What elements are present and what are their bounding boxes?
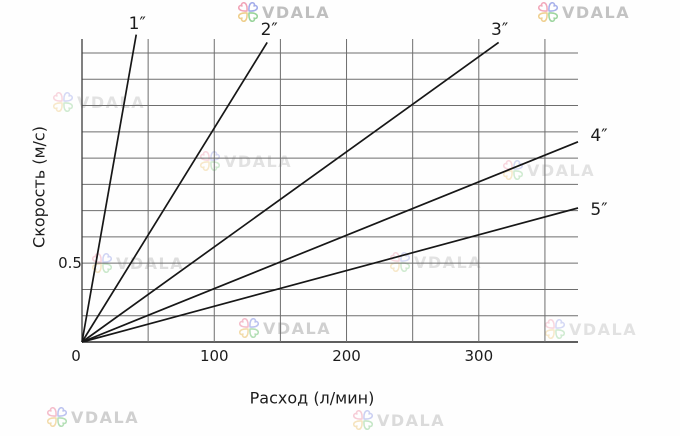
vdala-watermark: VDALA [53, 92, 145, 112]
watermark-text: VDALA [224, 151, 293, 171]
clover-icon [53, 92, 73, 112]
series-label-5-inch: 5″ [590, 200, 608, 220]
watermark-text: VDALA [262, 2, 331, 22]
watermark-text: VDALA [71, 407, 140, 427]
watermark-text: VDALA [569, 319, 638, 339]
watermark-text: VDALA [263, 318, 332, 338]
x-tick-200: 200 [332, 347, 361, 365]
x-tick-300: 300 [464, 347, 494, 365]
clover-icon [538, 2, 558, 22]
clover-icon [47, 407, 67, 427]
watermark-text: VDALA [377, 410, 446, 430]
clover-icon [239, 318, 259, 338]
x-tick-0: 0 [71, 347, 81, 365]
vdala-watermark: VDALA [239, 318, 331, 338]
y-axis-title: Скорость (м/с) [29, 126, 49, 248]
clover-icon [545, 319, 565, 339]
data-line-2-inch-pipe [81, 42, 268, 343]
clover-icon [503, 160, 523, 180]
data-line-3-inch-pipe [81, 41, 500, 343]
data-line-1-inch-pipe [81, 34, 138, 343]
vdala-watermark: VDALA [545, 319, 637, 339]
vdala-watermark: VDALA [538, 2, 630, 22]
watermark-text: VDALA [562, 2, 631, 22]
watermark-text: VDALA [527, 160, 596, 180]
clover-icon [238, 2, 258, 22]
vdala-watermark: VDALA [47, 407, 139, 427]
vdala-watermark: VDALA [238, 2, 330, 22]
series-label-4-inch: 4″ [590, 125, 608, 146]
vdala-watermark: VDALA [200, 151, 292, 171]
x-tick-100: 100 [199, 347, 229, 365]
data-line-5-inch-pipe [81, 207, 579, 343]
vdala-watermark: VDALA [353, 410, 445, 430]
vdala-watermark: VDALA [503, 160, 595, 180]
y-tick-0-5: 0.5 [58, 254, 82, 273]
vdala-watermark: VDALA [390, 252, 482, 272]
series-label-1-inch: 1″ [128, 13, 146, 34]
watermark-text: VDALA [77, 92, 146, 112]
clover-icon [353, 410, 373, 430]
clover-icon [92, 253, 112, 273]
clover-icon [390, 252, 410, 272]
watermark-text: VDALA [414, 252, 483, 272]
data-line-4-inch-pipe [81, 141, 579, 343]
x-axis-title: Расход (л/мин) [249, 388, 375, 408]
series-label-2-inch: 2″ [260, 20, 278, 41]
series-label-3-inch: 3″ [491, 20, 509, 41]
